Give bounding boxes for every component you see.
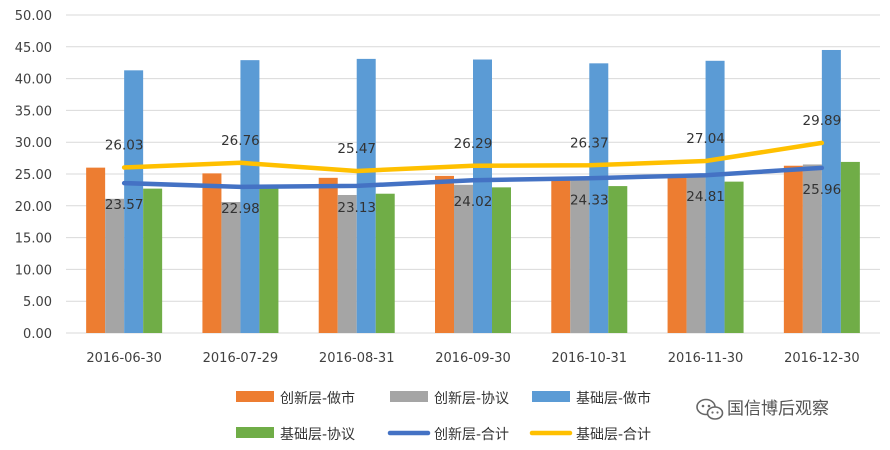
bar — [240, 60, 260, 333]
bar — [337, 194, 357, 333]
data-label: 27.04 — [686, 131, 725, 147]
x-tick-label: 2016-08-31 — [319, 351, 395, 366]
bar — [821, 49, 841, 333]
data-labels: 23.57 22.98 23.13 24.02 24.33 24.81 25.96 26.03… — [105, 113, 841, 217]
bar — [840, 161, 860, 333]
data-label: 26.37 — [570, 135, 609, 151]
y-tick-label: 0.00 — [23, 327, 52, 342]
bar — [202, 173, 222, 333]
y-tick-label: 40.00 — [15, 73, 52, 88]
data-label: 24.33 — [570, 192, 609, 208]
bar — [686, 175, 706, 333]
x-tick-label: 2016-09-30 — [435, 351, 511, 366]
y-tick-label: 25.00 — [15, 168, 52, 183]
bar — [705, 60, 725, 334]
bar — [724, 181, 744, 333]
bar — [221, 201, 241, 333]
data-label: 23.57 — [105, 197, 144, 213]
data-label: 26.76 — [221, 133, 260, 149]
bar — [375, 193, 395, 333]
x-axis-tick-labels: 2016-06-30 2016-07-29 2016-08-31 2016-09-30… — [86, 351, 859, 366]
series-line — [121, 140, 825, 174]
y-tick-label: 15.00 — [15, 232, 52, 247]
watermark: 国信博后观察 — [696, 398, 829, 420]
bar — [86, 167, 106, 333]
data-label: 23.13 — [337, 200, 376, 216]
y-axis-tick-labels: 0.00 5.00 10.00 15.00 20.00 25.00 30.00 35.00 40… — [15, 9, 52, 342]
bar — [105, 198, 125, 333]
data-label: 22.98 — [221, 201, 260, 217]
bar — [492, 187, 511, 333]
bar — [667, 175, 687, 333]
y-tick-label: 30.00 — [15, 136, 52, 151]
bar — [589, 63, 609, 333]
bar — [473, 59, 492, 334]
legend-label: 基础层-协议 — [280, 426, 355, 443]
y-tick-label: 50.00 — [15, 9, 52, 24]
y-tick-label: 10.00 — [15, 263, 52, 278]
x-tick-label: 2016-12-30 — [784, 351, 860, 366]
x-tick-label: 2016-06-30 — [86, 351, 162, 366]
bar — [608, 186, 628, 333]
legend-swatch — [390, 391, 428, 402]
bar — [124, 70, 144, 333]
data-label: 29.89 — [803, 113, 842, 129]
wechat-icon — [696, 398, 724, 420]
series-lines — [121, 140, 825, 190]
x-tick-label: 2016-10-31 — [552, 351, 628, 366]
bar — [356, 58, 376, 333]
data-label: 26.03 — [105, 137, 144, 153]
series-line — [121, 165, 825, 190]
y-tick-label: 35.00 — [15, 104, 52, 119]
data-label: 24.81 — [686, 189, 725, 205]
bar — [435, 175, 454, 333]
x-tick-label: 2016-07-29 — [203, 351, 279, 366]
x-tick-label: 2016-11-30 — [668, 351, 744, 366]
bar — [783, 165, 803, 333]
data-label: 25.96 — [803, 182, 842, 198]
legend-label: 创新层-合计 — [434, 427, 509, 443]
bar — [551, 177, 571, 333]
y-tick-label: 45.00 — [15, 41, 52, 56]
bar — [454, 184, 473, 333]
legend-label: 基础层-做市 — [576, 390, 651, 407]
bar — [259, 187, 279, 333]
bar — [143, 188, 163, 333]
bar — [802, 164, 822, 333]
y-tick-label: 20.00 — [15, 200, 52, 215]
data-label: 25.47 — [337, 141, 376, 157]
legend-label: 创新层-做市 — [280, 390, 355, 407]
legend-swatch — [532, 391, 570, 402]
bar — [570, 178, 590, 333]
legend-swatch — [236, 391, 274, 402]
bar — [318, 177, 338, 333]
data-label: 26.29 — [454, 136, 493, 152]
legend-label: 基础层-合计 — [576, 426, 651, 443]
watermark-text: 国信博后观察 — [727, 399, 829, 419]
legend-label: 创新层-协议 — [434, 391, 509, 407]
y-tick-label: 5.00 — [23, 295, 52, 310]
bars — [86, 49, 860, 334]
legend-swatch — [236, 427, 274, 438]
data-label: 24.02 — [454, 194, 493, 210]
